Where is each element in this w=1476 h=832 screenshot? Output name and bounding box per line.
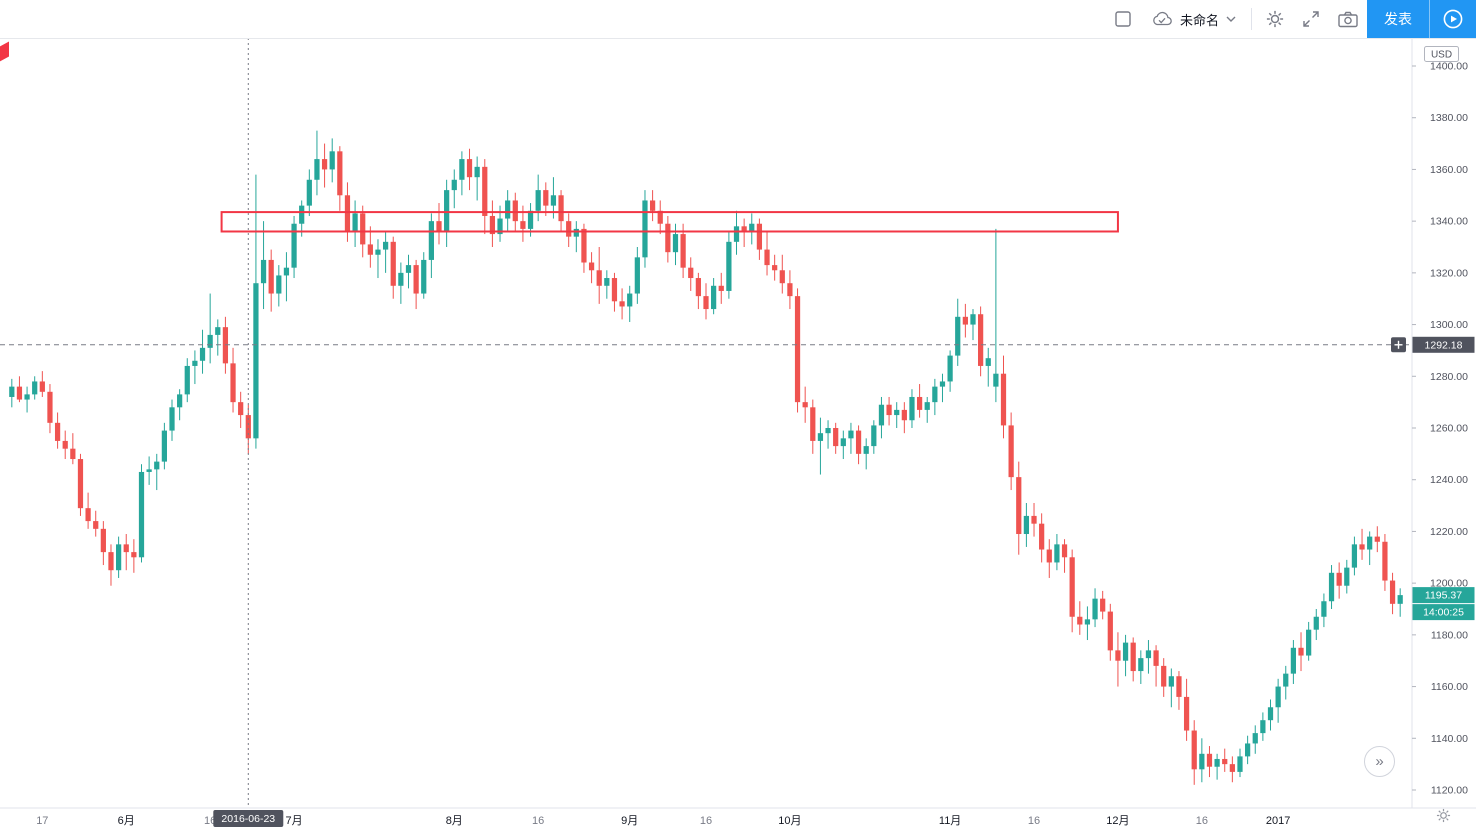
crosshair-date-label: 2016-06-23 [221, 813, 275, 825]
fullscreen-arrows-icon [1303, 11, 1319, 27]
price-axis[interactable]: 1400.00 1380.00 1360.00 1340.00 1320.00 1300.… [1411, 38, 1476, 832]
cloud-save-menu[interactable]: 未命名 [1141, 0, 1246, 38]
price-tick-label: 1220.00 [1430, 526, 1468, 538]
layout-select-button[interactable] [1104, 0, 1141, 38]
time-tick-label: 2017 [1266, 815, 1290, 827]
price-tick-label: 1340.00 [1430, 216, 1468, 228]
time-tick-label: 16 [532, 815, 544, 827]
time-tick-label: 12月 [1106, 815, 1129, 827]
time-tick-label: 6月 [118, 815, 135, 827]
time-tick-label: 16 [700, 815, 712, 827]
snapshot-camera-button[interactable] [1329, 0, 1367, 38]
axis-settings-gear-icon[interactable] [1434, 806, 1452, 824]
price-tick-label: 1140.00 [1431, 733, 1468, 745]
price-tick-label: 1160.00 [1431, 681, 1468, 693]
price-tick-label: 1260.00 [1430, 423, 1468, 435]
time-tick-label: 16 [204, 815, 216, 827]
price-tick-label: 1320.00 [1430, 267, 1468, 279]
camera-icon [1338, 11, 1358, 27]
countdown-label: 14:00:25 [1423, 607, 1464, 619]
price-tick-label: 1360.00 [1430, 164, 1468, 176]
gear-icon [1266, 10, 1284, 28]
time-tick-label: 11月 [939, 815, 961, 827]
currency-badge[interactable]: USD [1424, 46, 1459, 62]
crosshair-price-label: 1292.18 [1425, 339, 1463, 351]
last-price-label: 1195.37 [1425, 590, 1462, 602]
crosshair-date-badge: 2016-06-23 [213, 810, 284, 827]
layout-name-label: 未命名 [1179, 12, 1219, 28]
currency-label: USD [1431, 50, 1452, 61]
toolbar-divider [1251, 8, 1252, 30]
time-tick-label: 17 [36, 815, 48, 827]
last-price-badge[interactable]: 1195.37 [1412, 587, 1475, 604]
price-tick-label: 1180.00 [1431, 629, 1468, 641]
top-toolbar: 未命名 发表 [0, 0, 1476, 39]
play-circle-icon [1443, 9, 1463, 29]
candlestick-chart-canvas[interactable]: 1400.00 1380.00 1360.00 1340.00 1320.00 1300.… [0, 38, 1476, 832]
countdown-badge: 14:00:25 [1412, 604, 1475, 621]
layout-square-icon [1115, 11, 1131, 27]
time-tick-label: 9月 [621, 815, 638, 827]
chart-properties-button[interactable] [1257, 0, 1293, 38]
price-tick-label: 1120.00 [1431, 785, 1468, 797]
chevron-down-icon [1226, 16, 1236, 22]
price-tick-label: 1300.00 [1430, 319, 1468, 331]
add-alert-plus-button[interactable] [1391, 337, 1406, 353]
time-tick-label: 16 [1028, 815, 1040, 827]
crosshair-price-badge[interactable]: 1292.18 [1412, 336, 1475, 353]
price-tick-label: 1380.00 [1430, 112, 1468, 124]
price-tick-label: 1280.00 [1430, 371, 1468, 383]
rectangle-drawing[interactable] [220, 211, 1119, 233]
price-tick-label: 1240.00 [1430, 474, 1468, 486]
time-tick-label: 8月 [446, 815, 463, 827]
replay-play-button[interactable] [1429, 0, 1476, 38]
cloud-check-icon [1153, 11, 1172, 26]
price-tick-label: 1400.00 [1430, 61, 1468, 73]
time-tick-label: 16 [1196, 815, 1208, 827]
publish-button[interactable]: 发表 [1367, 0, 1429, 38]
chart-area[interactable]: 1400.00 1380.00 1360.00 1340.00 1320.00 1300.… [0, 38, 1476, 832]
price-tick-label: 1200.00 [1430, 578, 1468, 590]
candles-layer [9, 130, 1403, 785]
fullscreen-button[interactable] [1293, 0, 1329, 38]
time-tick-label: 10月 [778, 815, 801, 827]
go-to-latest-bar-button[interactable]: » [1364, 746, 1395, 777]
time-tick-label: 7月 [286, 815, 303, 827]
double-chevron-right-icon: » [1375, 753, 1384, 770]
